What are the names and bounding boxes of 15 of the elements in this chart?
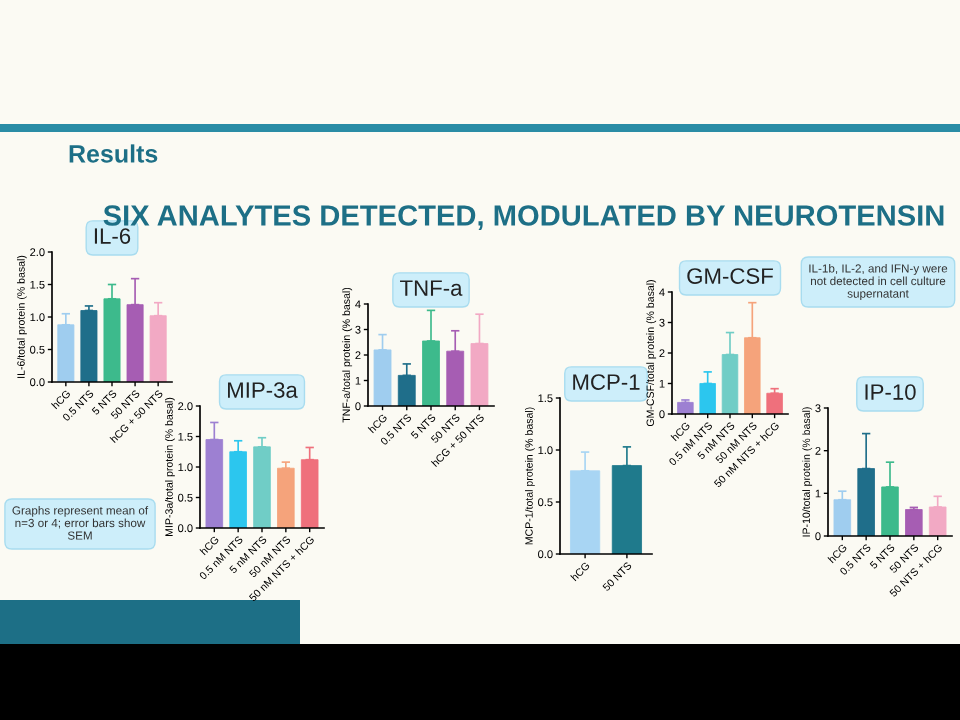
bar bbox=[80, 310, 98, 382]
chart-title: IP-10 bbox=[865, 384, 916, 400]
bar bbox=[677, 401, 694, 414]
bar bbox=[253, 446, 271, 528]
chart-title: GM-CSF bbox=[687, 268, 773, 284]
bar bbox=[833, 499, 852, 536]
bar bbox=[905, 509, 923, 536]
chart-title: MIP-3a bbox=[228, 382, 298, 398]
bar bbox=[766, 392, 783, 414]
bar bbox=[277, 467, 295, 528]
chart-title: MCP-1 bbox=[573, 374, 640, 390]
chart-title: TNF-a bbox=[400, 280, 463, 296]
text: SIX ANALYTES DETECTED, MODULATED BY NEUROTENSIN bbox=[103, 205, 944, 231]
chart-title: IL-6 bbox=[94, 228, 131, 244]
text: Results bbox=[69, 144, 158, 163]
